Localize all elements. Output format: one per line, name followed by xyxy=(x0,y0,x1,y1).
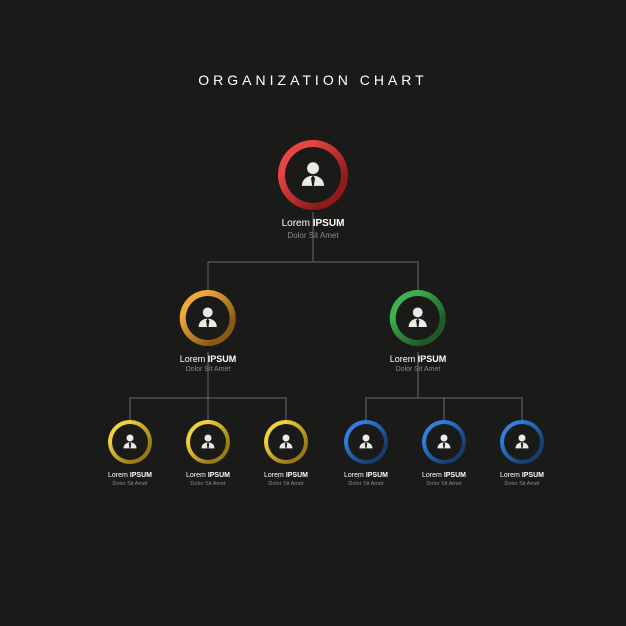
node-subtitle: Dolor Sit Amet xyxy=(264,481,308,487)
person-icon xyxy=(512,432,532,452)
avatar-ring xyxy=(500,420,544,464)
node-last-name: IPSUM xyxy=(522,472,544,479)
node-last-name: IPSUM xyxy=(208,472,230,479)
person-icon xyxy=(198,432,218,452)
org-node-l1c: Lorem IPSUM Dolor Sit Amet xyxy=(264,420,308,487)
person-icon xyxy=(296,158,330,192)
node-name: Lorem IPSUM xyxy=(500,472,544,479)
node-last-name: IPSUM xyxy=(130,472,152,479)
node-name: Lorem IPSUM xyxy=(278,218,348,229)
node-first-name: Lorem xyxy=(282,218,310,229)
org-node-l1b: Lorem IPSUM Dolor Sit Amet xyxy=(186,420,230,487)
connector-lines xyxy=(0,0,626,626)
node-first-name: Lorem xyxy=(180,354,206,364)
avatar-ring xyxy=(186,420,230,464)
org-node-l1a: Lorem IPSUM Dolor Sit Amet xyxy=(108,420,152,487)
node-name: Lorem IPSUM xyxy=(422,472,466,479)
person-icon xyxy=(194,304,222,332)
node-subtitle: Dolor Sit Amet xyxy=(344,481,388,487)
node-name: Lorem IPSUM xyxy=(390,354,447,364)
avatar-ring xyxy=(278,140,348,210)
node-first-name: Lorem xyxy=(264,472,284,479)
avatar-ring xyxy=(422,420,466,464)
node-last-name: IPSUM xyxy=(208,354,237,364)
person-icon xyxy=(120,432,140,452)
node-subtitle: Dolor Sit Amet xyxy=(390,366,447,373)
org-node-l2a: Lorem IPSUM Dolor Sit Amet xyxy=(344,420,388,487)
node-first-name: Lorem xyxy=(500,472,520,479)
node-last-name: IPSUM xyxy=(286,472,308,479)
avatar-ring xyxy=(108,420,152,464)
org-node-l2c: Lorem IPSUM Dolor Sit Amet xyxy=(500,420,544,487)
node-subtitle: Dolor Sit Amet xyxy=(422,481,466,487)
node-name: Lorem IPSUM xyxy=(186,472,230,479)
node-first-name: Lorem xyxy=(390,354,416,364)
chart-title: ORGANIZATION CHART xyxy=(0,72,626,88)
person-icon xyxy=(276,432,296,452)
avatar-ring xyxy=(180,290,236,346)
node-first-name: Lorem xyxy=(108,472,128,479)
node-name: Lorem IPSUM xyxy=(180,354,237,364)
node-last-name: IPSUM xyxy=(444,472,466,479)
node-last-name: IPSUM xyxy=(313,218,345,229)
node-last-name: IPSUM xyxy=(366,472,388,479)
node-subtitle: Dolor Sit Amet xyxy=(278,231,348,240)
person-icon xyxy=(434,432,454,452)
person-icon xyxy=(356,432,376,452)
node-last-name: IPSUM xyxy=(418,354,447,364)
node-first-name: Lorem xyxy=(344,472,364,479)
node-subtitle: Dolor Sit Amet xyxy=(108,481,152,487)
avatar-ring xyxy=(264,420,308,464)
org-node-m1: Lorem IPSUM Dolor Sit Amet xyxy=(180,290,237,373)
node-subtitle: Dolor Sit Amet xyxy=(500,481,544,487)
person-icon xyxy=(404,304,432,332)
avatar-ring xyxy=(344,420,388,464)
node-name: Lorem IPSUM xyxy=(264,472,308,479)
node-first-name: Lorem xyxy=(186,472,206,479)
org-node-l2b: Lorem IPSUM Dolor Sit Amet xyxy=(422,420,466,487)
node-first-name: Lorem xyxy=(422,472,442,479)
node-subtitle: Dolor Sit Amet xyxy=(186,481,230,487)
avatar-ring xyxy=(390,290,446,346)
org-node-root: Lorem IPSUM Dolor Sit Amet xyxy=(278,140,348,240)
node-name: Lorem IPSUM xyxy=(108,472,152,479)
node-subtitle: Dolor Sit Amet xyxy=(180,366,237,373)
node-name: Lorem IPSUM xyxy=(344,472,388,479)
org-node-m2: Lorem IPSUM Dolor Sit Amet xyxy=(390,290,447,373)
